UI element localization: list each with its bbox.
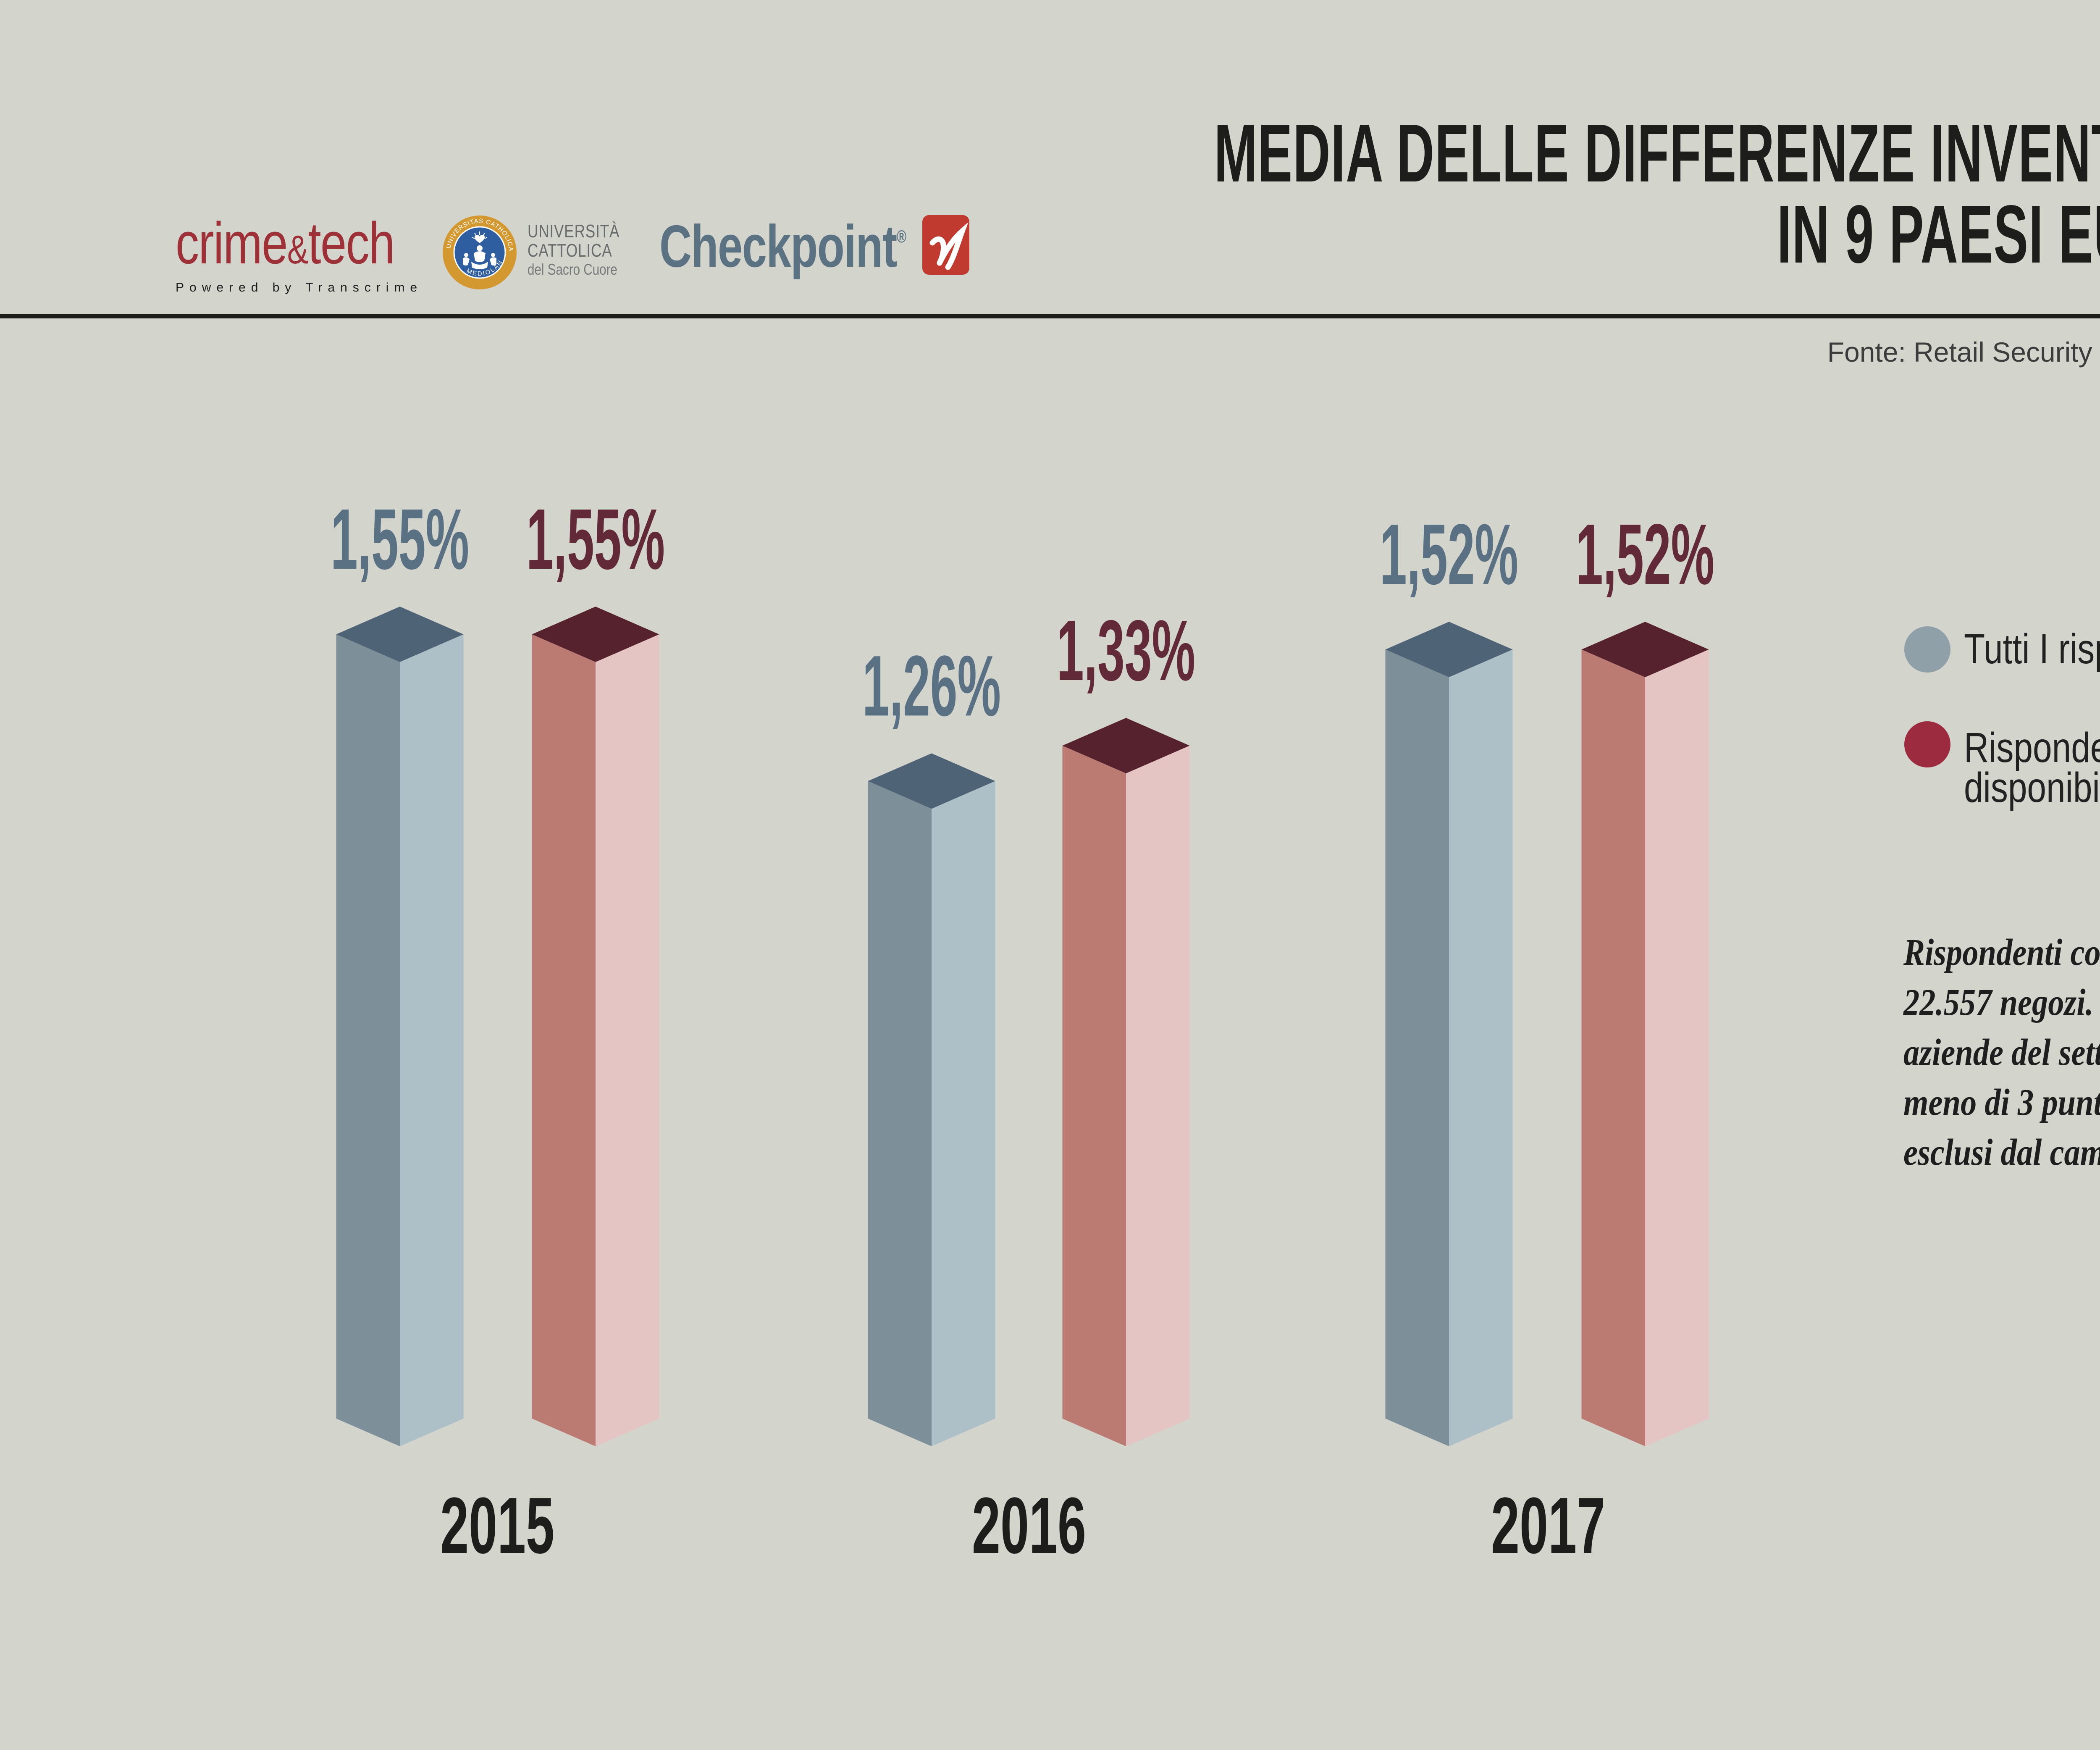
crimetech-tagline: Powered by Transcrime: [176, 281, 423, 294]
value-label-2016-series0: 1,26%: [862, 638, 1001, 734]
footnote-line: esclusi dal campione: [1903, 1132, 2100, 1173]
checkpoint-wordmark: Checkpoint: [659, 213, 897, 280]
footnote-line: Rispondenti corrispondenti a: [1903, 932, 2100, 973]
header-divider: [0, 314, 2100, 318]
bar-2017-series1: [1581, 622, 1709, 1446]
checkpoint-logo: Checkpoint®: [659, 212, 906, 281]
crimetech-wordmark: crime&tech: [176, 209, 395, 277]
bar-2015-series0: [336, 607, 464, 1446]
university-line2: CATTOLICA: [528, 240, 612, 261]
category-label-2015: 2015: [440, 1481, 554, 1570]
value-label-2015-series0: 1,55%: [331, 491, 469, 587]
page-title-line1: MEDIA DELLE DIFFERENZE INVENTARIALI: [1214, 107, 2100, 199]
legend-dot-rispondenti-con-dati: [1904, 721, 1950, 767]
university-line1: UNIVERSITÀ: [528, 221, 620, 242]
source-text: Fonte: Retail Security in Europe, 2019: [1827, 336, 2100, 368]
footnote-line: meno di 3 punti vendita sono: [1903, 1082, 2100, 1123]
crimetech-part1: crime: [176, 210, 288, 276]
crimetech-part2: tech: [308, 210, 395, 276]
bar-2016-series1: [1062, 718, 1190, 1446]
university-seal-icon: UNIVERSITAS CATHOLICA SACRI CORDIS MEDIO…: [442, 215, 517, 289]
legend-dot-tutti-i-rispondenti: [1904, 626, 1950, 673]
legend-label-line1: Rispondenti con dati: [1964, 724, 2100, 771]
category-label-2016: 2016: [972, 1481, 1086, 1570]
footnote-line: aziende del settore retail con: [1903, 1032, 2100, 1073]
crimetech-logo: crime&tech Powered by Transcrime: [176, 209, 449, 295]
legend-label: Tutti I rispondenti: [1964, 625, 2100, 673]
seal-emblem: [463, 231, 496, 269]
value-label-2016-series1: 1,33%: [1057, 602, 1195, 699]
legend-item-tutti-i-rispondenti: Tutti I rispondenti: [1964, 625, 2100, 673]
bar-2015-series1: [532, 607, 659, 1446]
checkpoint-mark-icon: [922, 215, 969, 275]
legend-label-line2: disponibili in tutti i tre anni: [1964, 764, 2100, 811]
bar-2017-series0: [1385, 622, 1513, 1446]
crimetech-ampersand: &: [287, 227, 309, 272]
legend-item-rispondenti-con-dati: Rispondenti con dati disponibili in tutt…: [1964, 724, 2100, 811]
page-title: MEDIA DELLE DIFFERENZE INVENTARIALI IN 9…: [1214, 107, 2100, 280]
value-label-2015-series1: 1,55%: [526, 491, 665, 587]
page-title-line2: IN 9 PAESI EUROPEI: [1777, 188, 2100, 280]
footnote: Rispondenti corrispondenti a 22.557 nego…: [1903, 928, 2100, 1177]
value-label-2017-series0: 1,52%: [1380, 506, 1518, 602]
university-line3: del Sacro Cuore: [528, 261, 617, 278]
footnote-line: 22.557 negozi. Outlier e: [1903, 982, 2100, 1023]
university-wordmark: UNIVERSITÀ CATTOLICA del Sacro Cuore: [528, 222, 620, 278]
bar-2016-series0: [868, 753, 995, 1446]
category-label-2017: 2017: [1491, 1481, 1605, 1570]
checkpoint-registered-mark: ®: [896, 226, 907, 246]
value-label-2017-series1: 1,52%: [1576, 506, 1714, 602]
